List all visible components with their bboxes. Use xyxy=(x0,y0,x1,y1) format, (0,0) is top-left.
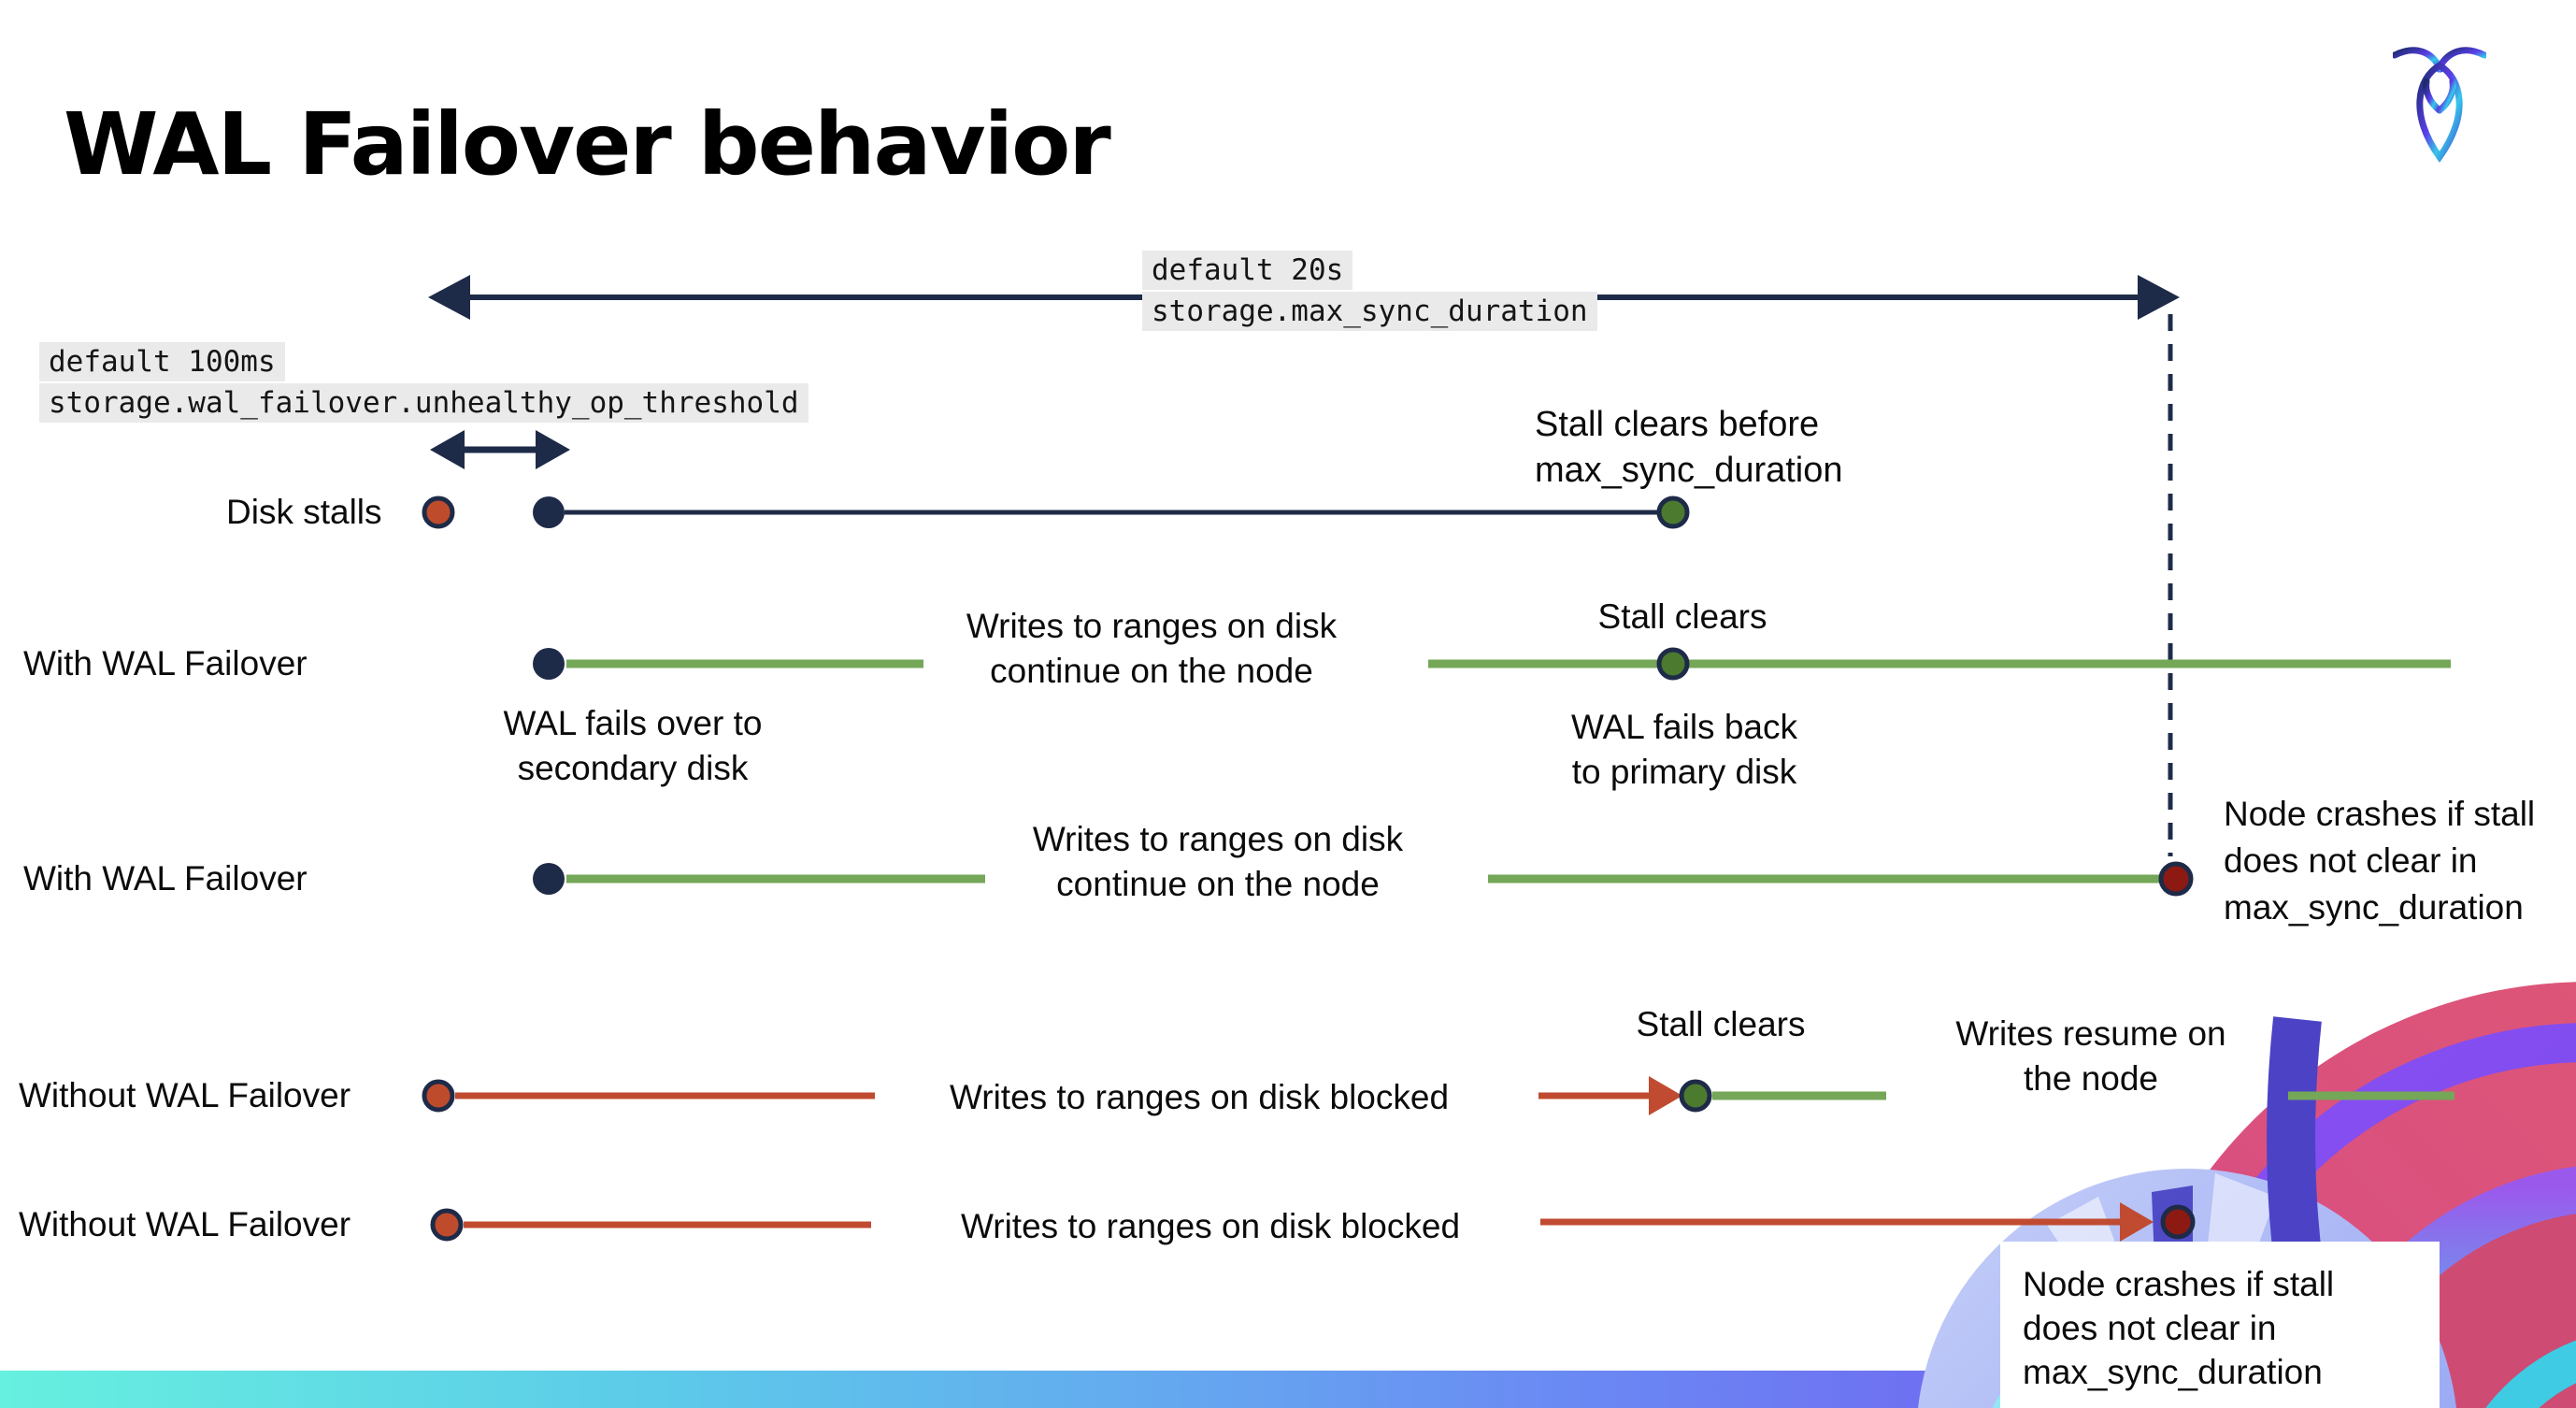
row5-crash-note: Node crashes if stall does not clear in … xyxy=(2023,1265,2335,1391)
row4-label: Without WAL Failover xyxy=(19,1076,351,1114)
row5-red-arrow-head xyxy=(2120,1202,2154,1242)
row3-writes-note: Writes to ranges on disk continue on the… xyxy=(1032,820,1404,903)
arrow-right-head xyxy=(536,430,570,469)
max-sync-setting-callout: storage.max_sync_duration xyxy=(1142,292,1597,331)
row5-crash-dot xyxy=(2160,1204,2196,1240)
row3-crash-note: Node crashes if stall does not clear in … xyxy=(2224,795,2536,927)
row2-writes-note: Writes to ranges on disk continue on the… xyxy=(966,607,1338,690)
unhealthy-op-default-callout: default 100ms xyxy=(39,342,285,381)
row5-stall-start-dot xyxy=(430,1208,464,1242)
row3-failover-dot xyxy=(533,863,565,895)
page-title: WAL Failover behavior xyxy=(64,93,1111,194)
row5-crash-callout-box: Node crashes if stall does not clear in … xyxy=(2000,1242,2440,1408)
arrow-left-head xyxy=(428,275,470,320)
row3-crash-dot xyxy=(2158,861,2194,897)
row2-stall-clears-label: Stall clears xyxy=(1597,597,1767,636)
row5-label: Without WAL Failover xyxy=(19,1205,351,1243)
row4-stall-clears-dot xyxy=(1679,1079,1712,1113)
row1-threshold-dot xyxy=(533,496,565,528)
row2-label: With WAL Failover xyxy=(23,644,308,682)
max-sync-default-callout: default 20s xyxy=(1142,251,1353,290)
arrow-left-head xyxy=(430,430,465,469)
row2-failover-note: WAL fails over to secondary disk xyxy=(503,704,763,787)
row4-blocked-note: Writes to ranges on disk blocked xyxy=(950,1078,1450,1116)
cockroachdb-logo-icon xyxy=(2393,47,2486,164)
row4-stall-start-dot xyxy=(422,1079,455,1113)
row4-stall-clears-label: Stall clears xyxy=(1636,1005,1806,1043)
row2-stall-clears-dot xyxy=(1656,647,1690,681)
logo-y-right-arm xyxy=(2436,78,2456,114)
row1-stall-clears-dot xyxy=(1656,496,1690,529)
unhealthy-op-setting-callout: storage.wal_failover.unhealthy_op_thresh… xyxy=(39,383,809,423)
row3-label: With WAL Failover xyxy=(23,859,308,898)
row5-blocked-note: Writes to ranges on disk blocked xyxy=(961,1207,1461,1245)
row2-failover-dot xyxy=(533,648,565,680)
row1-stall-start-dot xyxy=(422,496,455,529)
row1-label: Disk stalls xyxy=(226,493,382,531)
row2-failback-note: WAL fails back to primary disk xyxy=(1571,708,1797,791)
row4-resume-note: Writes resume on the node xyxy=(1955,1014,2226,1098)
row1-stall-clears-before-note: Stall clears before max_sync_duration xyxy=(1535,405,1843,490)
arrow-right-head xyxy=(2138,275,2180,320)
row4-red-arrow-head xyxy=(1649,1076,1682,1115)
